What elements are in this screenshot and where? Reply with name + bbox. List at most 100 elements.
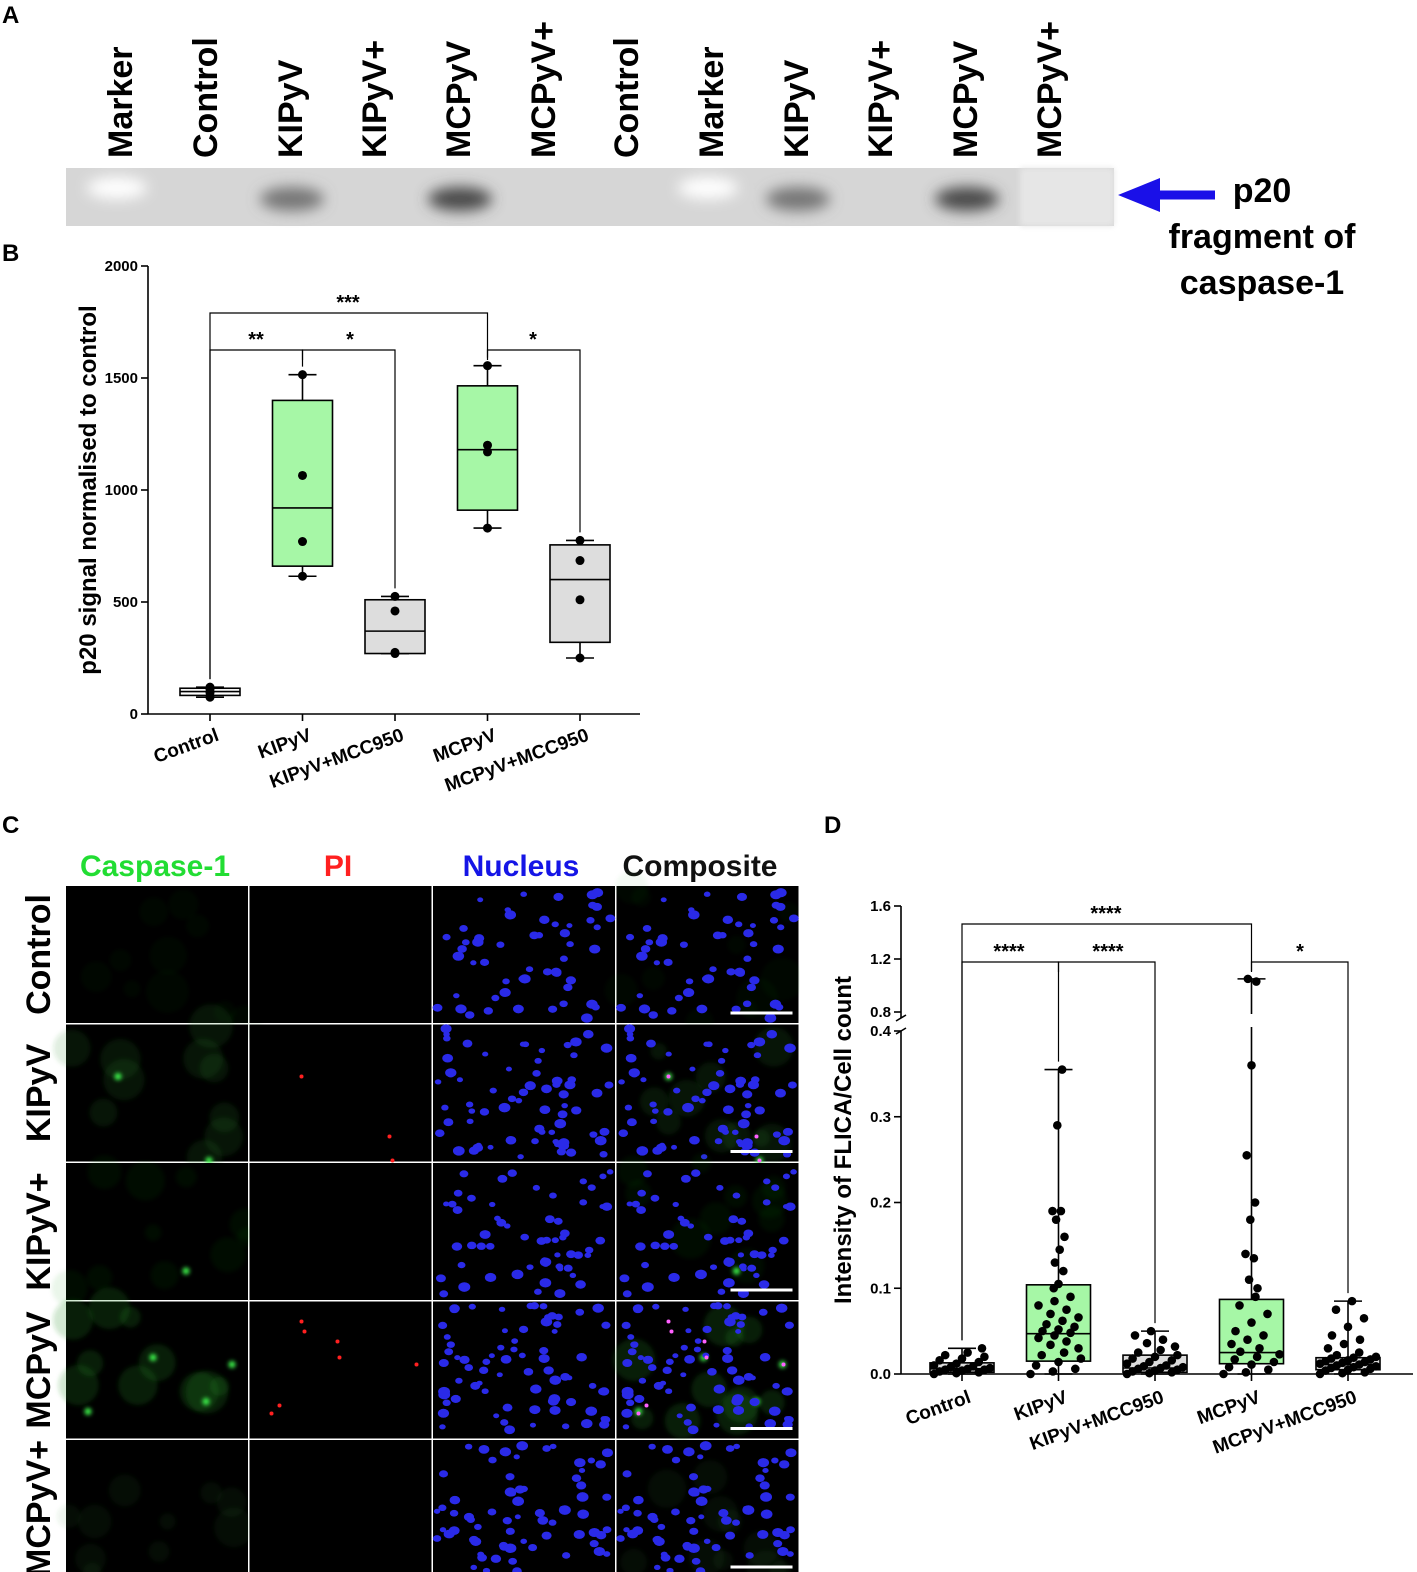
nucleus bbox=[695, 1567, 706, 1572]
nucleus bbox=[703, 891, 711, 897]
nucleus bbox=[742, 1090, 753, 1099]
nucleus bbox=[621, 1504, 630, 1512]
nucleus bbox=[482, 1567, 491, 1572]
nucleus bbox=[724, 1257, 732, 1263]
nucleus bbox=[674, 1554, 685, 1563]
data-point bbox=[1057, 1065, 1067, 1074]
nucleus bbox=[687, 1543, 700, 1554]
nucleus bbox=[671, 1508, 680, 1516]
nucleus bbox=[565, 976, 577, 985]
green-haze bbox=[86, 1265, 113, 1291]
nucleus bbox=[633, 1509, 642, 1517]
nucleus bbox=[653, 1564, 661, 1571]
caspase-spot bbox=[84, 1408, 92, 1415]
nucleus bbox=[450, 1394, 461, 1403]
nucleus bbox=[503, 1223, 511, 1229]
nucleus bbox=[461, 939, 470, 946]
micrograph-pi-mcpyv+ bbox=[249, 1440, 432, 1572]
nucleus bbox=[737, 1252, 745, 1258]
nucleus bbox=[721, 1129, 729, 1135]
nucleus bbox=[701, 975, 710, 982]
nucleus bbox=[446, 1341, 455, 1348]
nucleus bbox=[680, 1174, 691, 1183]
caspase-spot bbox=[114, 1073, 122, 1080]
data-point bbox=[1263, 1309, 1272, 1319]
nucleus bbox=[543, 1366, 554, 1375]
data-point bbox=[1059, 1348, 1069, 1357]
nucleus bbox=[637, 1189, 646, 1197]
data-point bbox=[1038, 1326, 1047, 1336]
nucleus bbox=[493, 1413, 500, 1419]
nucleus bbox=[684, 1355, 695, 1364]
y-axis-title: Intensity of FLICA/Cell count bbox=[830, 976, 857, 1304]
nucleus bbox=[439, 1424, 446, 1430]
row-title: MCPyV+ bbox=[20, 1440, 58, 1572]
nucleus bbox=[564, 1080, 576, 1090]
nucleus bbox=[683, 1419, 692, 1426]
data-point bbox=[298, 571, 307, 581]
nucleus bbox=[699, 1441, 712, 1451]
data-point bbox=[1042, 1319, 1051, 1329]
data-point bbox=[974, 1357, 984, 1367]
nucleus bbox=[498, 1102, 511, 1113]
lane-label: KIPyV bbox=[272, 59, 310, 158]
nucleus bbox=[501, 1328, 508, 1334]
nucleus bbox=[685, 1328, 692, 1334]
nucleus bbox=[618, 1129, 629, 1138]
significance-bracket bbox=[961, 923, 1253, 1341]
nucleus bbox=[549, 1405, 561, 1415]
data-point bbox=[1145, 1357, 1154, 1367]
nucleus bbox=[438, 1358, 449, 1368]
y-tick-label: 0.4 bbox=[870, 1023, 892, 1040]
nucleus bbox=[432, 1535, 442, 1542]
nucleus bbox=[617, 1508, 624, 1514]
nucleus bbox=[575, 1308, 585, 1316]
data-point bbox=[1347, 1296, 1357, 1306]
nucleus bbox=[551, 1237, 559, 1244]
nucleus bbox=[474, 1523, 482, 1530]
nucleus bbox=[587, 1457, 596, 1464]
data-point bbox=[1241, 1249, 1250, 1259]
data-point bbox=[1246, 1215, 1255, 1224]
nucleus bbox=[472, 937, 484, 947]
significance-bracket bbox=[1250, 961, 1349, 1294]
nucleus bbox=[563, 1041, 572, 1049]
data-point bbox=[1243, 974, 1253, 984]
nucleus bbox=[551, 1076, 563, 1086]
nucleus bbox=[685, 978, 694, 985]
nucleus bbox=[508, 1557, 518, 1565]
nucleus bbox=[735, 1076, 747, 1086]
nucleus bbox=[554, 1289, 566, 1298]
micrograph-pi-control bbox=[249, 886, 432, 1023]
nucleus bbox=[449, 1305, 460, 1314]
green-haze bbox=[210, 1237, 246, 1273]
lane-label: KIPyV bbox=[778, 59, 816, 158]
nucleus bbox=[653, 960, 661, 966]
nucleus bbox=[623, 1527, 630, 1533]
nucleus bbox=[557, 1266, 564, 1272]
nucleus bbox=[491, 994, 500, 1002]
nucleus bbox=[703, 1485, 712, 1493]
micrograph-background bbox=[433, 1301, 615, 1439]
nucleus bbox=[449, 1509, 459, 1517]
y-tick-label: 500 bbox=[113, 594, 138, 611]
nucleus bbox=[782, 1173, 790, 1180]
nucleus bbox=[500, 1355, 512, 1364]
nucleus bbox=[586, 917, 595, 924]
nucleus bbox=[455, 1004, 467, 1014]
nucleus bbox=[663, 1108, 673, 1116]
nucleus bbox=[586, 890, 599, 900]
nucleus bbox=[552, 969, 562, 977]
nucleus bbox=[529, 1422, 537, 1428]
nucleus bbox=[641, 1282, 654, 1292]
nucleus bbox=[549, 1192, 557, 1199]
nucleus bbox=[718, 1509, 729, 1518]
nucleus bbox=[637, 1355, 645, 1361]
nucleus bbox=[626, 1118, 637, 1127]
micrograph-nucleus-mcpyv bbox=[433, 1301, 615, 1439]
marker-band bbox=[87, 177, 147, 199]
nucleus bbox=[622, 1424, 630, 1430]
nucleus bbox=[659, 1142, 666, 1148]
nucleus bbox=[650, 1516, 659, 1523]
nucleus bbox=[465, 1101, 474, 1108]
